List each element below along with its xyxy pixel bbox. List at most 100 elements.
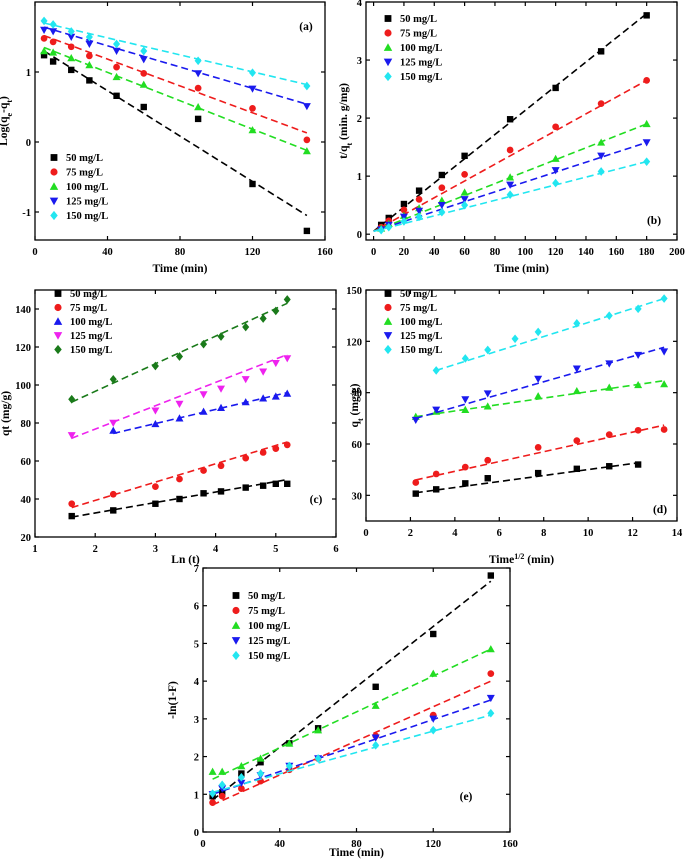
data-point — [461, 171, 468, 178]
data-point — [40, 47, 49, 55]
data-point — [411, 416, 420, 425]
data-point — [484, 456, 492, 464]
data-point — [217, 332, 225, 341]
data-point — [49, 20, 57, 29]
data-point — [85, 32, 93, 42]
data-point — [140, 46, 148, 56]
x-tick-label: 80 — [490, 247, 501, 258]
data-point — [248, 85, 257, 93]
y-tick-label: 60 — [352, 440, 363, 451]
data-point — [634, 304, 642, 314]
chart-panel-2: 1 2 3 4 5 6 20 40 60 80 100 120 140 Ln (t) qt (mg/g) (c… — [0, 289, 339, 566]
data-point — [242, 454, 250, 462]
legend-marker — [232, 592, 240, 599]
legend-label: 125 mg/L — [248, 636, 290, 647]
data-point — [194, 115, 202, 123]
y-tick-label: 140 — [15, 305, 31, 316]
legend-marker — [231, 621, 241, 629]
y-tick-label: 2 — [194, 753, 199, 764]
data-point — [487, 708, 495, 718]
legend-label: 50 mg/L — [70, 289, 107, 300]
data-point — [109, 374, 117, 384]
data-point — [643, 157, 651, 166]
x-tick-label: 12 — [627, 528, 638, 539]
data-point — [461, 463, 469, 471]
data-point — [461, 396, 470, 404]
legend-marker — [50, 168, 58, 176]
data-point — [429, 669, 438, 677]
legend-label: 75 mg/L — [248, 606, 285, 617]
legend-label: 50 mg/L — [400, 289, 437, 300]
data-point — [49, 28, 58, 36]
legend-label: 50 mg/L — [248, 591, 285, 602]
data-point — [642, 119, 651, 128]
y-tick-label: 1 — [26, 68, 31, 79]
y-axis-label: Log(qe-qt) — [0, 96, 14, 146]
data-point — [597, 48, 605, 55]
legend-label: 150 mg/L — [400, 72, 442, 83]
x-tick-label: 0 — [363, 528, 368, 539]
data-point — [256, 754, 265, 762]
x-tick-label: 160 — [502, 839, 518, 850]
legend-marker — [383, 332, 393, 340]
y-tick-label: 1 — [357, 172, 362, 183]
x-tick-label: 180 — [639, 247, 655, 258]
data-point — [139, 80, 148, 88]
data-point — [461, 152, 468, 160]
legend-marker — [384, 290, 392, 297]
y-tick-label: 2 — [357, 114, 362, 125]
data-point — [237, 779, 246, 787]
fit-line-4 — [212, 714, 492, 794]
fit-line-3 — [212, 699, 492, 796]
legend-label: 125 mg/L — [400, 331, 442, 342]
data-point — [430, 630, 437, 638]
data-point — [597, 100, 605, 107]
data-point — [484, 475, 491, 482]
legend-marker — [384, 71, 392, 82]
legend-marker — [49, 197, 59, 206]
data-point — [49, 48, 58, 56]
data-point — [552, 123, 559, 131]
data-point — [218, 767, 227, 775]
data-point — [139, 56, 148, 64]
x-tick-label: 40 — [102, 247, 113, 258]
x-axis-label: Time (min) — [152, 263, 207, 275]
data-point — [483, 390, 492, 398]
data-point — [259, 368, 268, 376]
panel-label: (b) — [647, 215, 661, 227]
data-point — [49, 38, 57, 46]
fit-line-4 — [435, 297, 665, 372]
data-point — [176, 475, 183, 483]
data-point — [285, 739, 294, 747]
data-point — [67, 33, 76, 41]
data-point — [283, 441, 291, 449]
panel-label: (d) — [653, 504, 667, 516]
data-point — [660, 348, 669, 356]
data-point — [534, 392, 543, 400]
data-point — [68, 512, 75, 520]
data-point — [112, 72, 121, 81]
data-point — [237, 762, 246, 770]
data-point — [597, 138, 606, 146]
y-tick-label: 60 — [21, 457, 32, 468]
data-point — [438, 207, 446, 217]
legend-marker — [232, 650, 240, 661]
y-tick-label: 40 — [21, 495, 32, 506]
data-point — [438, 171, 446, 179]
fit-line-0 — [415, 462, 639, 494]
legend-marker — [383, 43, 393, 51]
data-point — [85, 40, 94, 48]
data-point — [259, 449, 267, 456]
y-tick-label: 30 — [352, 491, 363, 502]
data-point — [534, 469, 542, 477]
data-point — [506, 146, 514, 154]
x-tick-label: 160 — [317, 247, 333, 258]
x-axis-label: Ln (t) — [171, 554, 200, 566]
data-point — [605, 383, 614, 391]
data-point — [437, 201, 446, 210]
data-point — [371, 701, 380, 709]
chart-panel-1: 0 20 40 60 80 100 120 140 160 180 200 0 1 2 3 4 Time (mi… — [338, 0, 685, 275]
data-point — [271, 392, 280, 400]
data-point — [175, 352, 183, 361]
